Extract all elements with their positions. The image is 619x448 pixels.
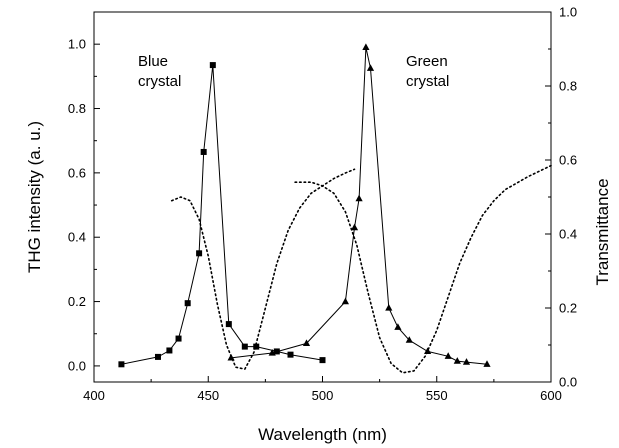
blue-crystal-point	[241, 343, 248, 350]
blue-crystal-point	[184, 300, 191, 307]
y-left-tick-label: 0.4	[68, 230, 86, 245]
y-right-tick-label: 0.4	[559, 227, 577, 242]
green-crystal-point	[268, 349, 276, 356]
blue-crystal-label-line2: crystal	[138, 73, 181, 90]
green-crystal-point	[362, 43, 370, 50]
y-left-tick-label: 0.0	[68, 358, 86, 373]
green-crystal-point	[453, 357, 461, 364]
y-left-tick-label: 1.0	[68, 37, 86, 52]
thg-curve-0	[121, 65, 323, 365]
green-crystal-point	[355, 194, 363, 202]
x-tick-label: 600	[540, 388, 562, 403]
green-crystal-point	[341, 297, 349, 305]
y-axis-right-title: Transmittance	[593, 178, 612, 285]
blue-crystal-point	[225, 321, 232, 328]
green-crystal-point	[394, 323, 402, 330]
green-crystal-point	[424, 347, 432, 354]
blue-crystal-point	[196, 250, 203, 257]
transmittance-curve-2	[170, 168, 356, 370]
y-right-tick-label: 0.2	[559, 301, 577, 316]
green-crystal-point	[405, 336, 413, 343]
y-right-tick-label: 0.0	[559, 375, 577, 390]
blue-crystal-point	[287, 351, 294, 358]
blue-crystal-point	[154, 353, 161, 360]
green-crystal-point	[444, 352, 452, 359]
green-crystal-point	[350, 223, 359, 231]
series-layer	[118, 43, 552, 374]
green-crystal-label-line2: crystal	[406, 73, 449, 90]
blue-crystal-label-line1: Blue	[138, 53, 168, 70]
x-tick-label: 450	[197, 388, 219, 403]
blue-crystal-point	[209, 62, 216, 69]
green-crystal-label-line1: Green	[406, 53, 448, 70]
y-right-tick-label: 0.8	[559, 79, 577, 94]
blue-crystal-point	[200, 148, 207, 155]
green-crystal-point	[366, 64, 375, 71]
y-right-tick-label: 0.6	[559, 153, 577, 168]
thg-curve-1	[231, 47, 488, 365]
green-crystal-point	[385, 304, 393, 311]
transmittance-curve-3	[294, 164, 552, 374]
axis-ticks: 400 450 500 550 6000.00.20.40.60.81.00.00.20…	[68, 5, 577, 404]
y-right-tick-label: 1.0	[559, 5, 577, 20]
green-crystal-point	[483, 360, 491, 367]
y-left-tick-label: 0.6	[68, 165, 86, 180]
y-left-tick-label: 0.2	[68, 294, 86, 309]
blue-crystal-point	[175, 335, 182, 342]
green-crystal-point	[462, 358, 471, 365]
x-axis-title: Wavelength (nm)	[258, 425, 387, 444]
y-axis-left-title: THG intensity (a. u.)	[25, 121, 44, 273]
green-crystal-point	[302, 339, 311, 346]
x-tick-label: 550	[426, 388, 448, 403]
blue-crystal-point	[253, 343, 260, 350]
x-tick-label: 400	[83, 388, 105, 403]
y-left-tick-label: 0.8	[68, 101, 86, 116]
x-tick-label: 500	[312, 388, 334, 403]
blue-crystal-point	[166, 347, 173, 354]
blue-crystal-point	[319, 357, 326, 364]
blue-crystal-point	[118, 361, 125, 368]
